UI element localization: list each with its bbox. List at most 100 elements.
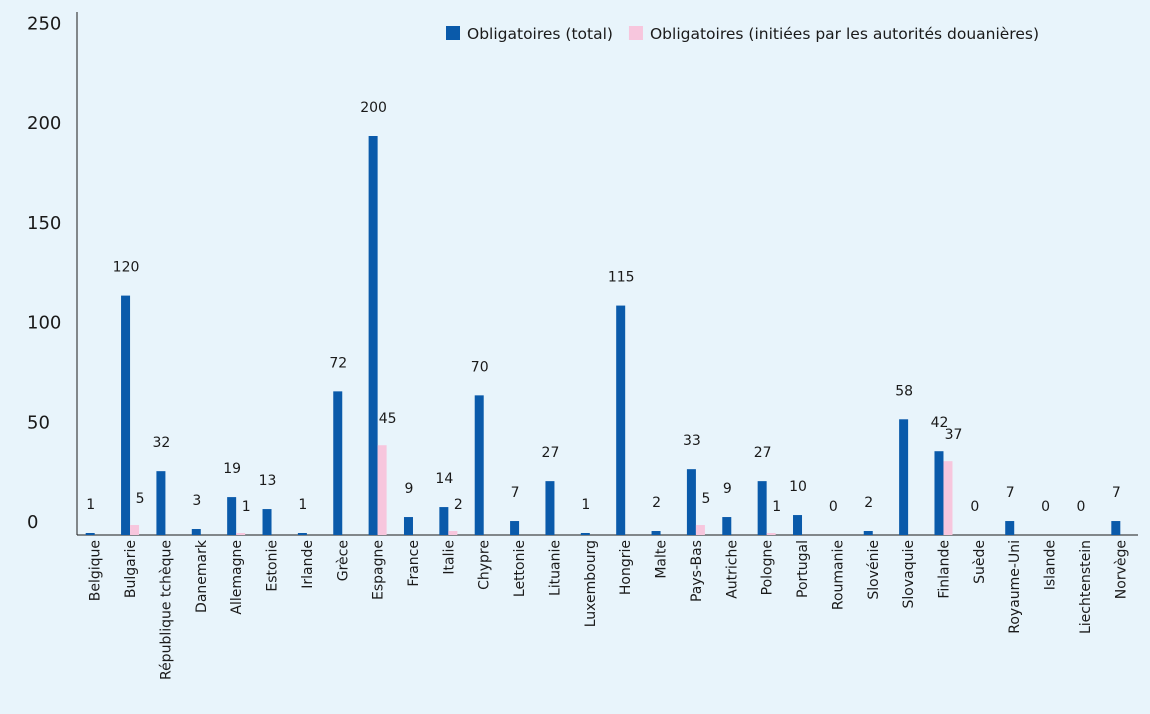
category-label: Islande bbox=[1043, 540, 1059, 590]
bar-total bbox=[474, 395, 484, 535]
y-tick-label: 200 bbox=[27, 113, 61, 134]
bar-total bbox=[899, 419, 909, 535]
data-label-customs: 37 bbox=[945, 427, 963, 443]
bar-total bbox=[722, 517, 732, 535]
bar-total bbox=[686, 469, 696, 535]
category-label: Danemark bbox=[194, 539, 210, 613]
legend-item-label: Obligatoires (total) bbox=[467, 25, 613, 43]
category-label: Slovaquie bbox=[901, 540, 917, 608]
bar-total bbox=[757, 481, 767, 535]
bar-total bbox=[262, 509, 272, 535]
legend-item-label: Obligatoires (initiées par les autorités… bbox=[650, 25, 1039, 43]
y-axis: 0 50 100 150 200 250 bbox=[27, 12, 78, 535]
category-label: Belgique bbox=[88, 540, 104, 601]
data-label-total: 7 bbox=[1006, 485, 1015, 501]
category-label: Bulgarie bbox=[123, 540, 139, 598]
y-tick-label: 50 bbox=[27, 412, 50, 433]
bar-total bbox=[121, 295, 131, 535]
data-label-total: 1 bbox=[581, 497, 590, 513]
category-label: Malte bbox=[654, 540, 670, 579]
data-label-customs: 45 bbox=[379, 411, 397, 427]
category-label: Luxembourg bbox=[583, 540, 599, 627]
category-label: Lettonie bbox=[512, 540, 528, 597]
y-tick-label: 0 bbox=[27, 512, 38, 533]
data-label-total: 27 bbox=[754, 445, 772, 461]
data-label-total: 200 bbox=[360, 100, 387, 116]
data-label-customs: 2 bbox=[454, 497, 463, 513]
data-label-total: 7 bbox=[511, 485, 520, 501]
bar-total bbox=[227, 497, 237, 535]
data-label-total: 72 bbox=[329, 355, 347, 371]
data-label-total: 0 bbox=[1041, 499, 1050, 515]
data-label-total: 10 bbox=[789, 479, 807, 495]
data-label-customs: 5 bbox=[136, 491, 145, 507]
data-label-customs: 5 bbox=[701, 491, 710, 507]
bar-customs bbox=[236, 533, 246, 535]
data-labels-group: 1120532319113172200459142707271115233592… bbox=[86, 100, 1121, 515]
data-label-total: 14 bbox=[435, 471, 453, 487]
data-label-total: 120 bbox=[113, 260, 140, 276]
category-label: Royaume-Uni bbox=[1007, 540, 1023, 634]
bar-total bbox=[793, 515, 803, 535]
bar-total bbox=[403, 517, 413, 535]
bar-customs bbox=[943, 461, 953, 535]
legend-swatch bbox=[628, 26, 643, 40]
data-label-total: 42 bbox=[931, 415, 949, 431]
bar-total bbox=[1111, 521, 1121, 535]
data-label-total: 0 bbox=[1076, 499, 1085, 515]
bar-total bbox=[510, 521, 520, 535]
bar-total bbox=[85, 533, 95, 535]
data-label-total: 1 bbox=[298, 497, 307, 513]
category-label: Lituanie bbox=[547, 540, 563, 596]
data-label-total: 19 bbox=[223, 461, 241, 477]
data-label-total: 115 bbox=[608, 270, 635, 286]
data-label-customs: 1 bbox=[772, 499, 781, 515]
category-label: Espagne bbox=[371, 540, 387, 600]
category-label: Pays-Bas bbox=[689, 540, 705, 602]
data-label-total: 13 bbox=[259, 473, 277, 489]
category-label: Autriche bbox=[724, 540, 740, 599]
category-label: Slovénie bbox=[866, 540, 882, 600]
bar-total bbox=[1005, 521, 1015, 535]
category-label: Liechtenstein bbox=[1078, 540, 1094, 634]
bar-total bbox=[297, 533, 307, 535]
bar-total bbox=[191, 529, 201, 535]
data-label-total: 58 bbox=[895, 383, 913, 399]
data-label-total: 0 bbox=[829, 499, 838, 515]
category-label: Roumanie bbox=[830, 540, 846, 610]
category-label: République tchèque bbox=[158, 540, 174, 680]
category-label: Chypre bbox=[477, 540, 493, 590]
bar-total bbox=[333, 391, 343, 535]
category-label: Pologne bbox=[760, 540, 776, 595]
y-tick-label: 100 bbox=[27, 313, 61, 334]
data-label-total: 3 bbox=[192, 493, 201, 509]
bar-customs bbox=[766, 533, 776, 535]
category-label: Norvège bbox=[1113, 540, 1129, 599]
category-label: Irlande bbox=[300, 540, 316, 589]
legend: Obligatoires (total) Obligatoires (initié… bbox=[446, 25, 1039, 43]
category-label: Hongrie bbox=[618, 540, 634, 595]
bar-total bbox=[651, 531, 661, 535]
bars-group bbox=[85, 136, 1121, 535]
bar-customs bbox=[695, 525, 705, 535]
data-label-total: 2 bbox=[864, 495, 873, 511]
x-axis: Belgique Bulgarie République tchèque Danema… bbox=[77, 534, 1138, 680]
data-label-customs: 1 bbox=[242, 499, 251, 515]
data-label-total: 32 bbox=[153, 435, 171, 451]
data-label-total: 1 bbox=[86, 497, 95, 513]
data-label-total: 27 bbox=[542, 445, 560, 461]
category-label: Suède bbox=[972, 540, 988, 584]
data-label-total: 0 bbox=[970, 499, 979, 515]
bar-total bbox=[545, 481, 555, 535]
category-label: France bbox=[406, 540, 422, 587]
bar-total bbox=[439, 507, 449, 535]
bar-customs bbox=[448, 531, 458, 535]
bar-total bbox=[616, 305, 626, 535]
bar-total bbox=[156, 471, 166, 535]
bar-total bbox=[863, 531, 873, 535]
data-label-total: 33 bbox=[683, 433, 701, 449]
data-label-total: 7 bbox=[1112, 485, 1121, 501]
category-label: Grèce bbox=[335, 540, 351, 581]
